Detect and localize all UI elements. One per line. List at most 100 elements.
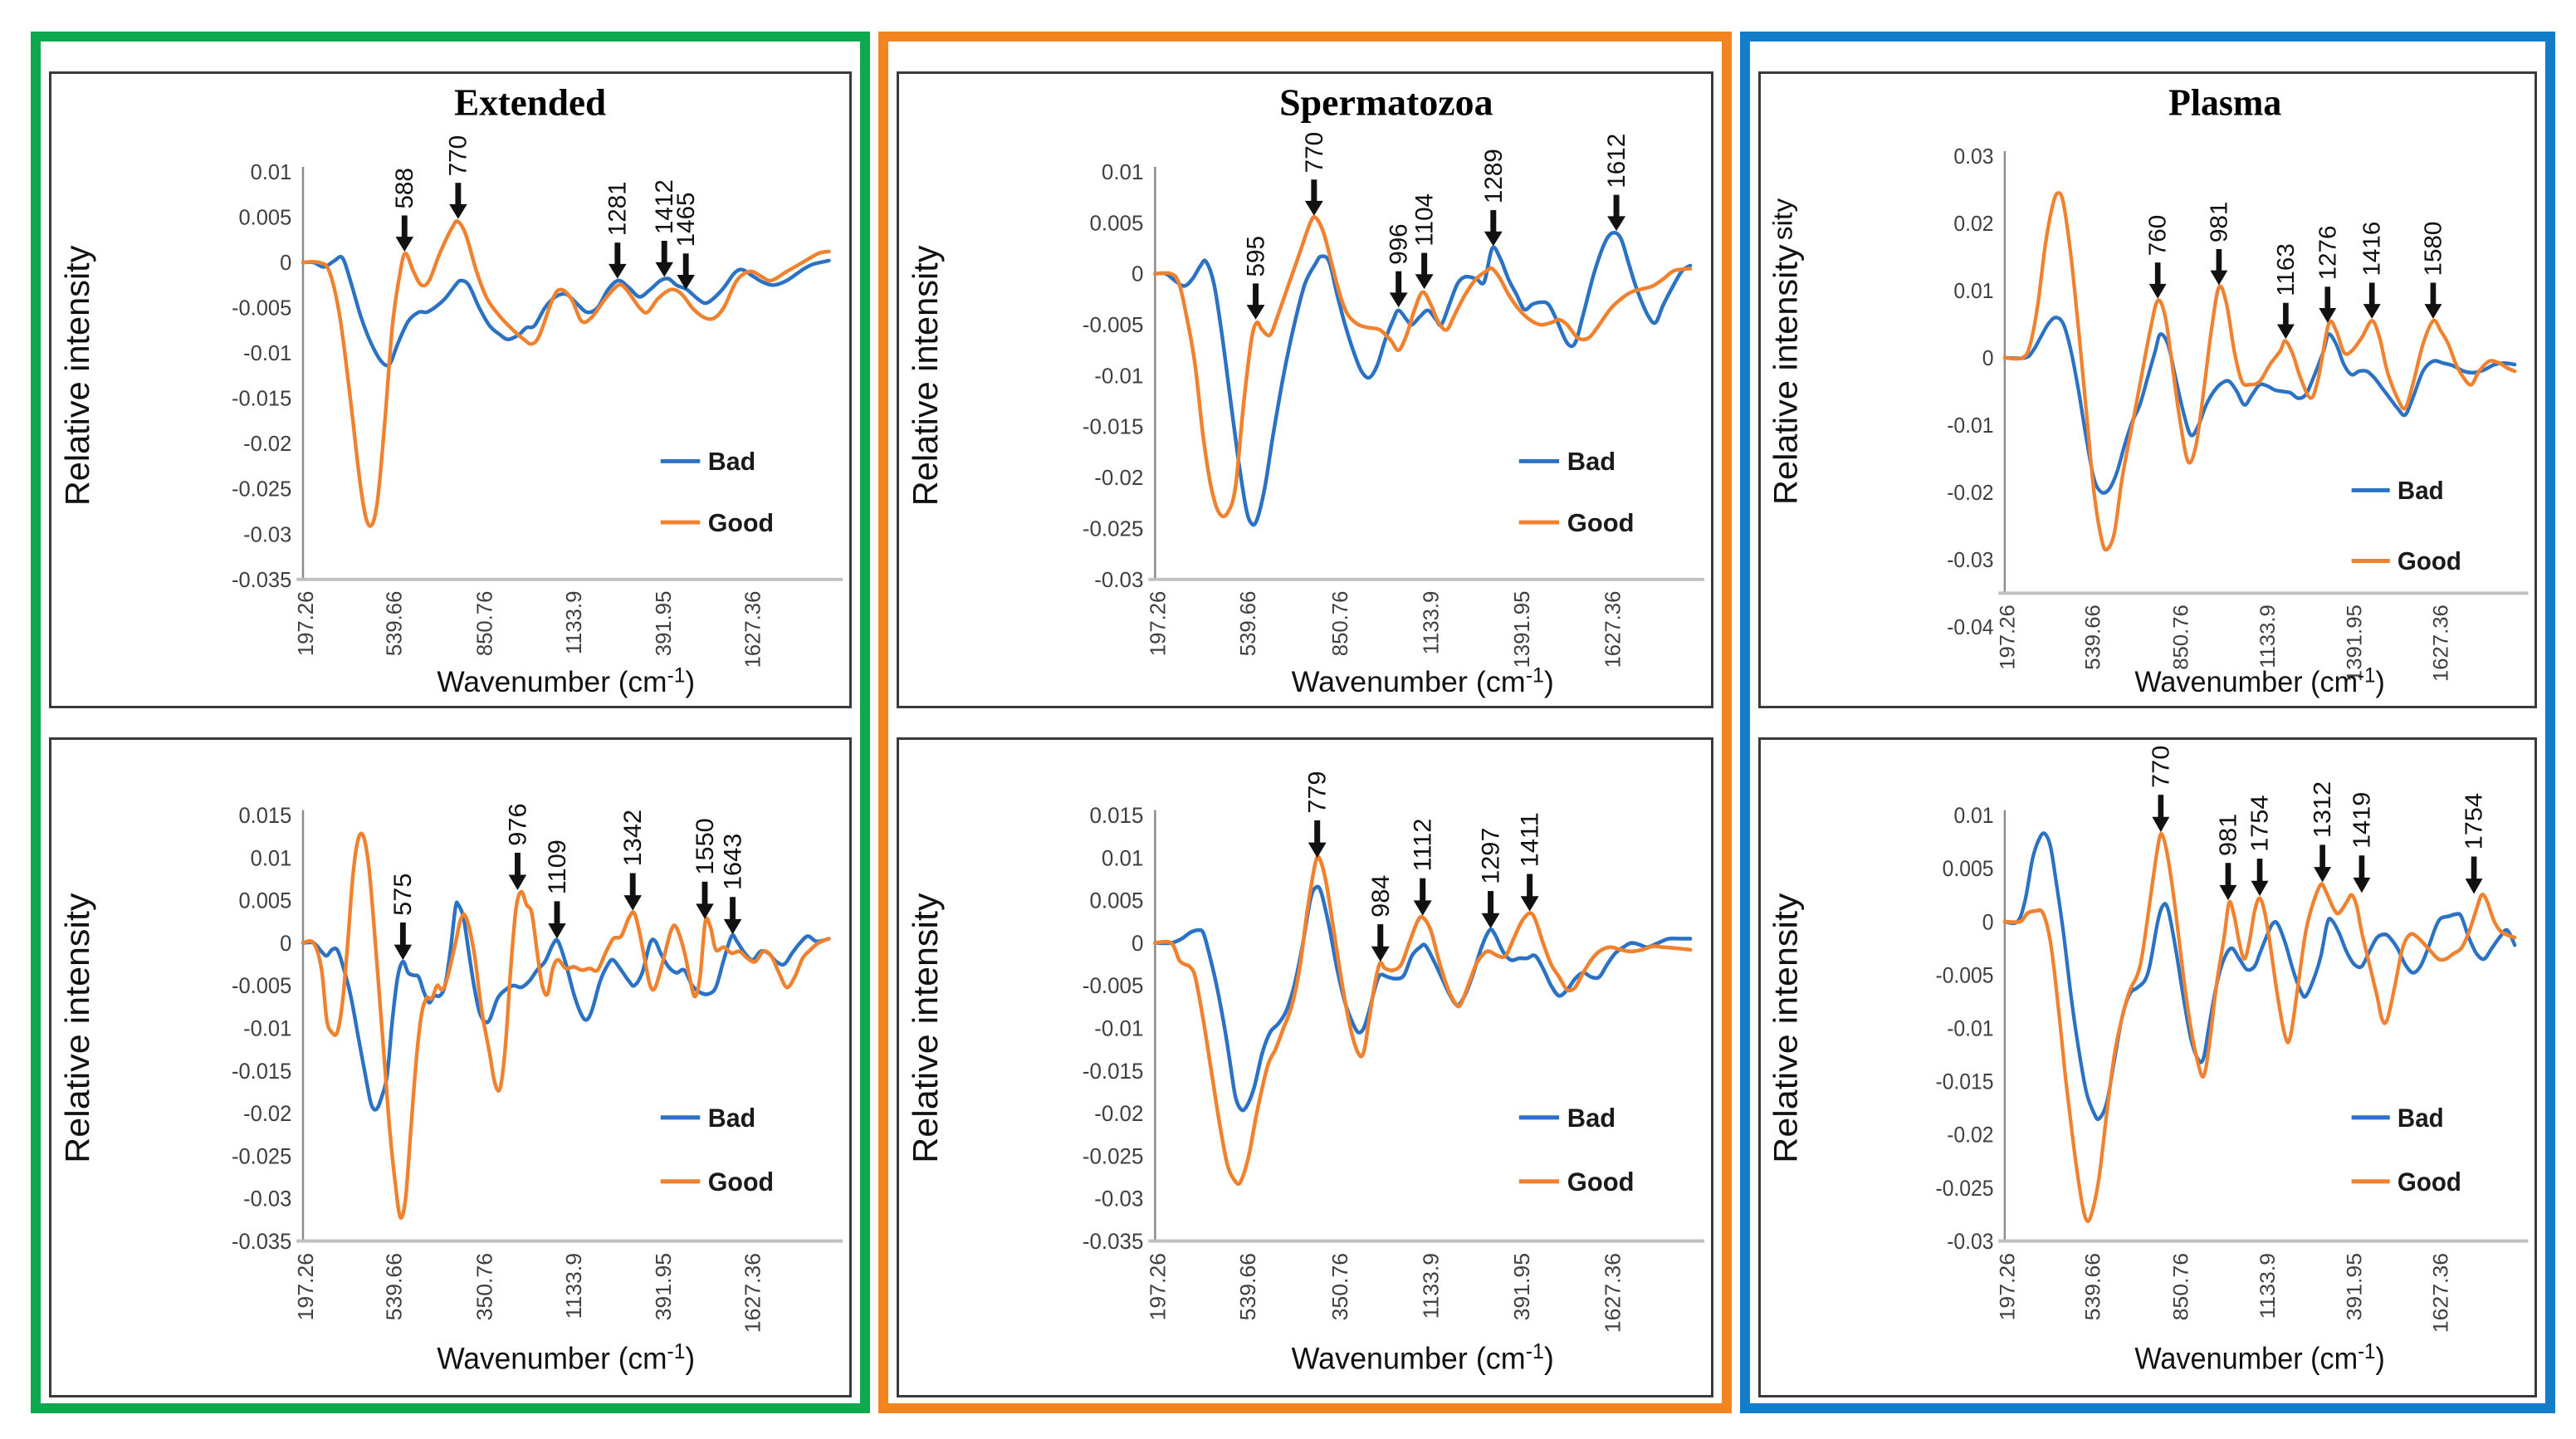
peak-arrow-icon bbox=[655, 262, 673, 277]
x-axis-title: Wavenumber (cm-1) bbox=[2134, 1340, 2384, 1375]
y-tick-label: -0.005 bbox=[232, 973, 291, 999]
peak-arrow-stem bbox=[2154, 262, 2161, 285]
chart-panel-spermatozoa-bottom: 0.015 0.01 0.005 0 -0.005 -0.01 -0.015 -0.02 -0.… bbox=[897, 737, 1713, 1397]
group-box-spermatozoa: Spermatozoa 0.01 0.005 0 -0.005 -0.01 -0.015 -0… bbox=[878, 32, 1732, 1413]
peak-label: 779 bbox=[1304, 771, 1332, 813]
chart-panel-extended-top: Extended 0.01 0.005 0 -0.005 -0.01 -0.015 -0.02… bbox=[49, 71, 852, 708]
peak-label: 1550 bbox=[692, 818, 718, 874]
y-tick-label: -0.005 bbox=[232, 296, 291, 320]
peak-arrow-stem bbox=[2158, 795, 2164, 818]
series-line-good bbox=[301, 831, 831, 1220]
y-tick-label: -0.015 bbox=[232, 1058, 291, 1084]
x-tick-label: 1391.95 bbox=[2344, 604, 2366, 682]
legend-label-bad: Bad bbox=[708, 1103, 755, 1133]
x-axis-title: Wavenumber (cm-1) bbox=[437, 1340, 695, 1376]
x-tick-label: 1627.36 bbox=[741, 1253, 765, 1333]
x-tick-label: 539.66 bbox=[2083, 1253, 2105, 1320]
chart-panel-plasma-bottom: 0.01 0.005 0 -0.005 -0.01 -0.015 -0.02 -0.025 -0… bbox=[1758, 737, 2537, 1397]
y-tick-label: 0.015 bbox=[1089, 803, 1143, 828]
series-line-good bbox=[1153, 854, 1693, 1187]
peak-arrow-icon bbox=[1520, 896, 1539, 912]
clipped-ylabel-fragment: sity bbox=[1767, 198, 1797, 240]
peak-arrow-icon bbox=[1413, 900, 1432, 916]
peak-label: 1342 bbox=[620, 810, 647, 866]
peak-arrow-icon bbox=[2210, 270, 2228, 286]
y-tick-label: -0.02 bbox=[1094, 467, 1143, 490]
peak-arrow-stem bbox=[1490, 210, 1497, 232]
series-line-good bbox=[301, 218, 831, 528]
x-axis-title: Wavenumber (cm-1) bbox=[1292, 664, 1554, 698]
peak-arrow-icon bbox=[2276, 324, 2295, 340]
peak-label: 981 bbox=[2215, 814, 2241, 856]
x-tick-label: 1627.36 bbox=[742, 591, 765, 668]
peak-label: 1416 bbox=[2359, 222, 2385, 277]
y-tick-label: -0.015 bbox=[1935, 1070, 1993, 1094]
peak-label: 981 bbox=[2207, 202, 2232, 242]
peak-arrow-stem bbox=[1488, 891, 1494, 914]
peak-arrow-icon bbox=[1389, 292, 1408, 308]
y-tick-label: 0.01 bbox=[1102, 845, 1143, 870]
y-tick-label: -0.02 bbox=[1094, 1101, 1143, 1126]
x-tick-label: 1133.9 bbox=[563, 591, 586, 655]
x-tick-label: 197.26 bbox=[294, 1253, 318, 1320]
series-line-good bbox=[2002, 832, 2517, 1223]
x-axis-title: Wavenumber (cm-1) bbox=[437, 664, 695, 698]
peak-arrow-icon bbox=[723, 918, 742, 935]
peak-arrow-stem bbox=[1311, 179, 1317, 202]
peak-arrow-stem bbox=[401, 215, 408, 238]
x-tick-label: 539.66 bbox=[1237, 591, 1260, 657]
peak-arrow-stem bbox=[1396, 271, 1402, 294]
y-tick-label: -0.015 bbox=[1083, 1058, 1144, 1083]
peak-arrow-stem bbox=[2256, 859, 2263, 882]
peak-label: 1754 bbox=[2247, 795, 2274, 852]
x-tick-label: 850.76 bbox=[1329, 591, 1352, 657]
peak-arrow-stem bbox=[730, 897, 736, 920]
y-axis-title: Relative intensity bbox=[906, 893, 944, 1163]
series-line-bad bbox=[1153, 230, 1693, 527]
peak-arrow-icon bbox=[2319, 308, 2337, 323]
x-tick-label: 350.76 bbox=[472, 1253, 496, 1320]
peak-arrow-stem bbox=[614, 242, 621, 265]
x-tick-label: 391.95 bbox=[2344, 1253, 2366, 1320]
peak-label: 976 bbox=[505, 803, 531, 845]
chart-title: Spermatozoa bbox=[1279, 81, 1493, 124]
legend-label-good: Good bbox=[708, 1167, 774, 1197]
x-tick-label: 350.76 bbox=[1327, 1253, 1352, 1320]
peak-label: 1109 bbox=[544, 839, 570, 894]
y-tick-label: -0.01 bbox=[1094, 1016, 1143, 1040]
y-tick-label: 0 bbox=[280, 930, 291, 956]
peak-arrow-icon bbox=[2219, 884, 2237, 901]
peak-arrow-stem bbox=[2324, 286, 2331, 309]
peak-arrow-stem bbox=[2283, 302, 2289, 325]
chart-plasma-top: Plasma sity 0.03 0.02 0.01 0 -0.01 -0.02 -0.03 -0… bbox=[1767, 81, 2529, 698]
peak-label: 588 bbox=[391, 168, 418, 208]
peak-arrow-icon bbox=[623, 895, 642, 911]
y-tick-label: -0.03 bbox=[243, 523, 291, 546]
peak-arrow-stem bbox=[2225, 863, 2231, 886]
x-tick-label: 1133.9 bbox=[1420, 591, 1443, 655]
y-tick-label: -0.035 bbox=[232, 569, 291, 592]
peak-arrow-stem bbox=[2430, 282, 2437, 306]
peak-arrow-stem bbox=[1253, 283, 1259, 306]
peak-arrow-icon bbox=[2251, 880, 2269, 897]
chart-extended-top: Extended 0.01 0.005 0 -0.005 -0.01 -0.015 -0.02… bbox=[58, 81, 843, 698]
y-tick-label: -0.02 bbox=[243, 1101, 291, 1127]
group-box-extended: Extended 0.01 0.005 0 -0.005 -0.01 -0.015 -0.02… bbox=[31, 32, 870, 1413]
y-tick-label: -0.025 bbox=[232, 478, 291, 502]
x-tick-label: 1133.9 bbox=[1419, 1253, 1444, 1319]
peak-arrow-icon bbox=[2465, 879, 2483, 894]
x-tick-label: 1133.9 bbox=[2256, 604, 2279, 668]
peak-arrow-icon bbox=[1607, 216, 1626, 232]
peak-label: 760 bbox=[2145, 215, 2171, 256]
peak-arrow-stem bbox=[661, 240, 667, 263]
y-tick-label: 0.01 bbox=[1102, 161, 1143, 184]
legend-label-good: Good bbox=[2398, 548, 2461, 576]
peak-arrow-icon bbox=[2148, 283, 2167, 299]
peak-label: 996 bbox=[1386, 223, 1413, 264]
chart-panel-extended-bottom: 0.015 0.01 0.005 0 -0.005 -0.01 -0.015 -0.02 -0.… bbox=[49, 737, 852, 1397]
x-tick-label: 1133.9 bbox=[2257, 1253, 2280, 1319]
peak-arrow-stem bbox=[455, 183, 462, 205]
legend-label-bad: Bad bbox=[1567, 447, 1615, 476]
series-line-good bbox=[2002, 191, 2517, 552]
y-tick-label: 0 bbox=[1132, 931, 1143, 956]
